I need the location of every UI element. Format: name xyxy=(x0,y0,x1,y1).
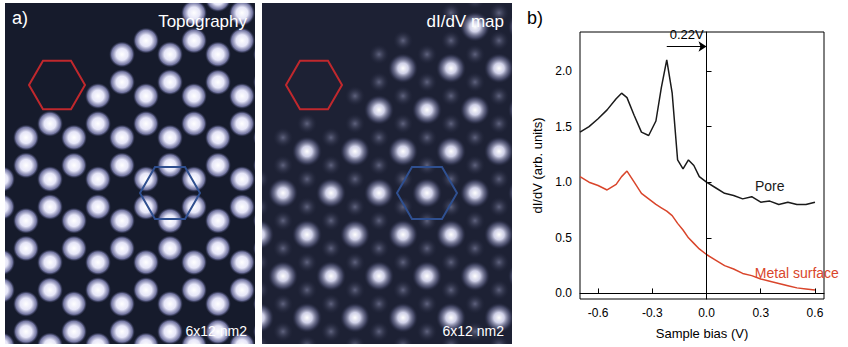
svg-text:Sample bias (V): Sample bias (V) xyxy=(656,326,748,341)
svg-text:dI/dV map: dI/dV map xyxy=(427,12,505,31)
svg-text:1.5: 1.5 xyxy=(555,120,572,134)
svg-text:Metal surface: Metal surface xyxy=(755,265,839,281)
svg-text:dI/dV (arb. units): dI/dV (arb. units) xyxy=(530,117,545,213)
svg-text:0.0: 0.0 xyxy=(555,286,572,300)
svg-text:2.0: 2.0 xyxy=(555,64,572,78)
svg-text:0.0: 0.0 xyxy=(698,306,715,320)
svg-text:-0.3: -0.3 xyxy=(642,306,663,320)
svg-text:a): a) xyxy=(12,8,28,28)
svg-text:b): b) xyxy=(527,8,543,28)
svg-text:Pore: Pore xyxy=(755,178,785,194)
svg-text:6x12 nm2: 6x12 nm2 xyxy=(443,323,505,339)
svg-text:0.5: 0.5 xyxy=(555,231,572,245)
svg-text:6x12 nm2: 6x12 nm2 xyxy=(186,323,248,339)
svg-text:0.3: 0.3 xyxy=(752,306,769,320)
svg-text:0.6: 0.6 xyxy=(807,306,824,320)
svg-text:0.22V: 0.22V xyxy=(670,27,704,42)
svg-text:Topography: Topography xyxy=(158,12,247,31)
svg-text:-0.6: -0.6 xyxy=(588,306,609,320)
svg-text:1.0: 1.0 xyxy=(555,175,572,189)
